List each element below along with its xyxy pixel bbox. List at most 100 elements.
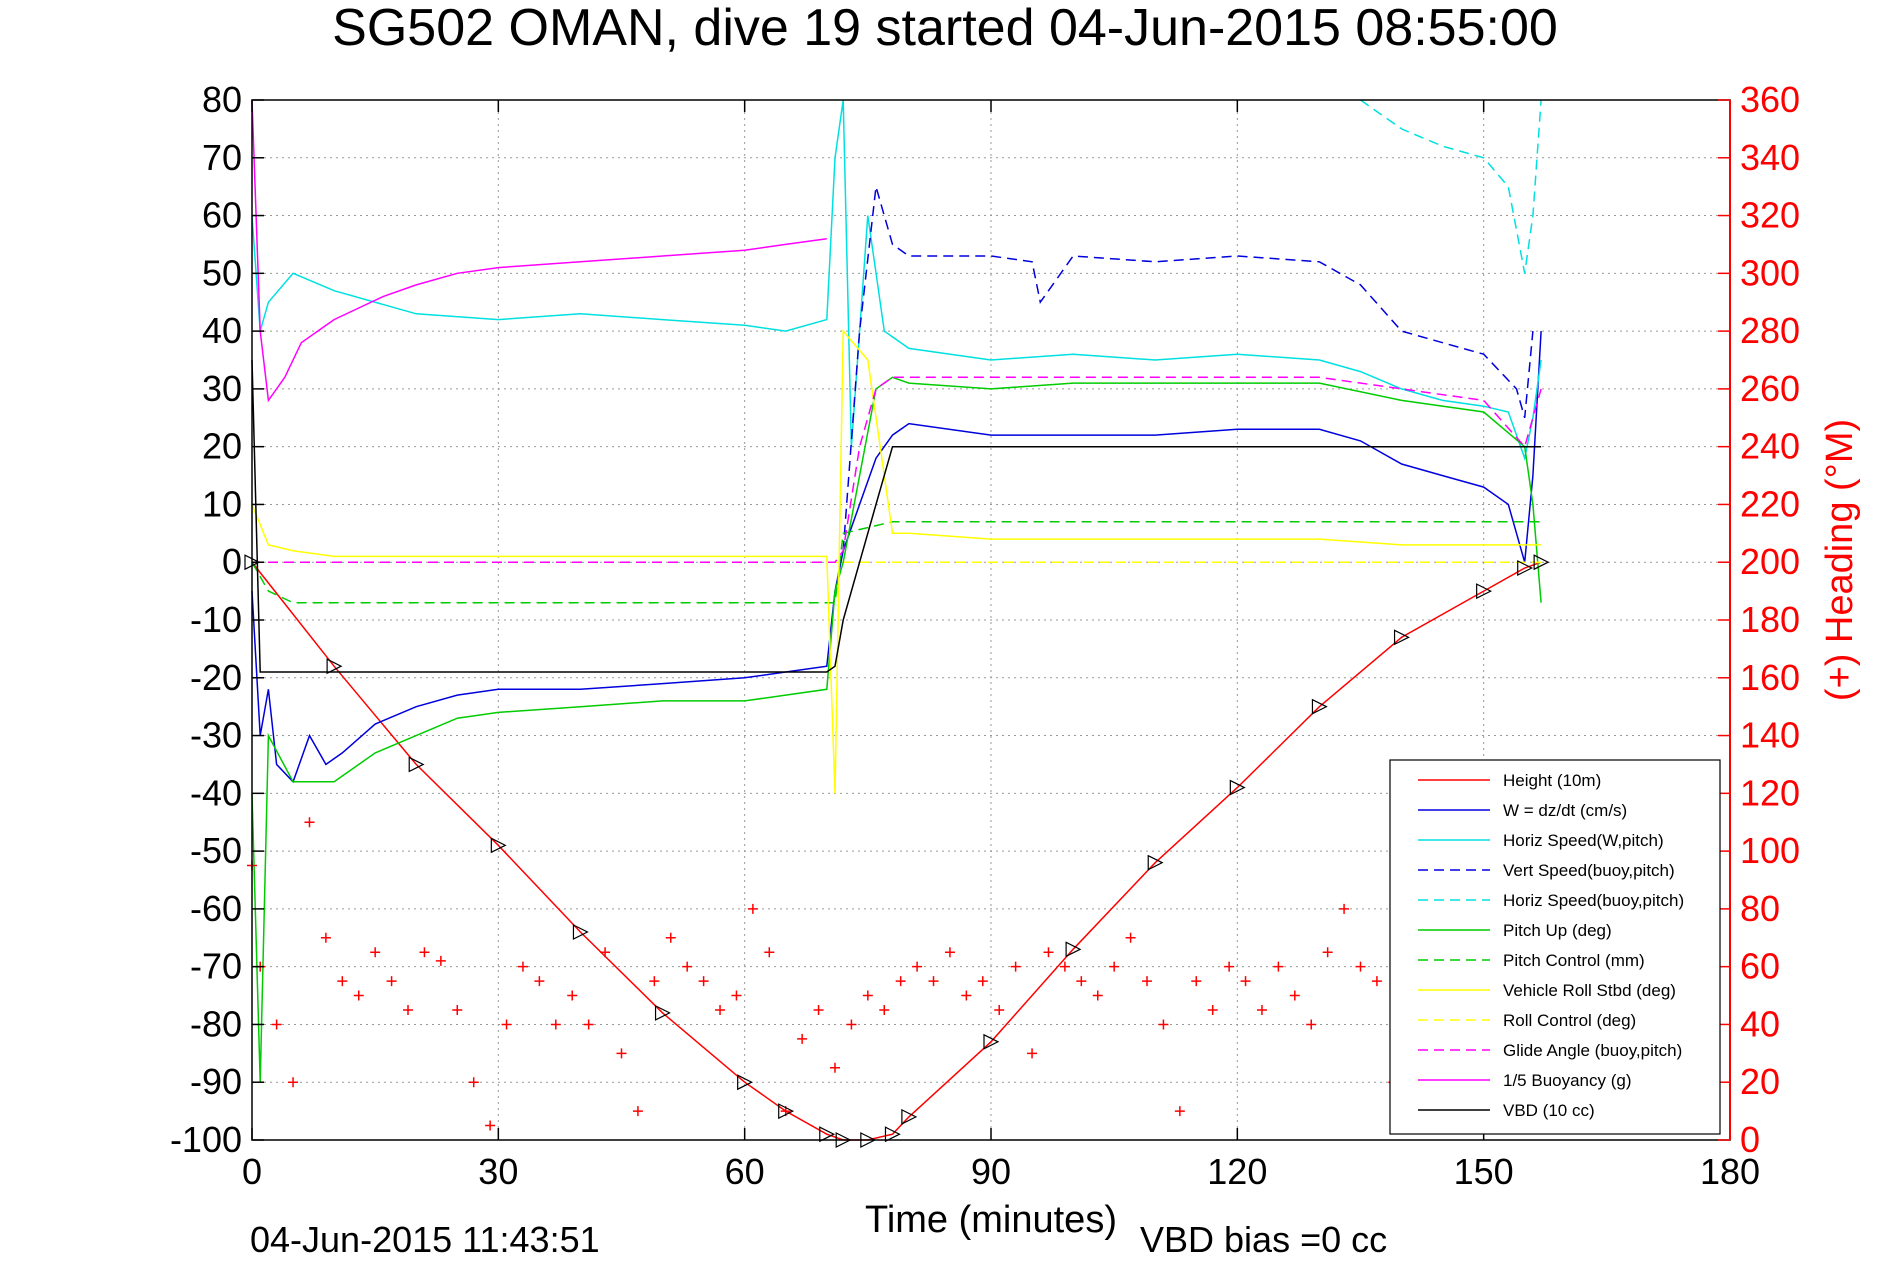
y2-tick-label: 40 (1740, 1003, 1780, 1044)
series-line-7 (251, 329, 1542, 794)
heading-marker (452, 1005, 463, 1015)
heading-marker (1355, 961, 1366, 972)
y-tick-label: -90 (190, 1061, 242, 1102)
heading-marker (320, 932, 331, 943)
y2-tick-label: 200 (1740, 541, 1800, 582)
heading-marker (698, 976, 709, 987)
heading-marker (1191, 976, 1202, 987)
height-marker (983, 1033, 1000, 1050)
height-marker (572, 924, 589, 940)
heading-marker (386, 976, 397, 987)
y-tick-label: -20 (190, 657, 242, 698)
y2-tick-label: 220 (1740, 483, 1800, 524)
heading-marker (846, 1019, 857, 1030)
heading-marker (1125, 932, 1136, 943)
y2-tick-label: 260 (1740, 368, 1800, 409)
heading-marker (977, 976, 988, 987)
height-marker (490, 837, 507, 854)
x-tick-label: 60 (725, 1151, 765, 1192)
y2-tick-label: 140 (1740, 715, 1800, 756)
x-tick-label: 120 (1207, 1151, 1267, 1192)
heading-marker (1109, 961, 1120, 972)
legend-entry-label: Glide Angle (buoy,pitch) (1503, 1041, 1682, 1060)
heading-marker (813, 1005, 824, 1015)
heading-marker (879, 1005, 890, 1015)
chart-title: SG502 OMAN, dive 19 started 04-Jun-2015 … (332, 0, 1558, 57)
heading-marker (829, 1062, 840, 1073)
legend-entry-label: Pitch Up (deg) (1503, 921, 1612, 940)
heading-marker (583, 1019, 594, 1030)
series-line-4 (1360, 99, 1542, 274)
y-tick-label: -80 (190, 1003, 242, 1044)
heading-marker (1207, 1005, 1218, 1015)
heading-marker (534, 976, 545, 987)
y2-tick-label: 240 (1740, 426, 1800, 467)
heading-marker (682, 961, 693, 972)
y2-tick-label: 120 (1740, 772, 1800, 813)
heading-marker (1142, 976, 1153, 987)
y2-tick-label: 60 (1740, 946, 1780, 987)
heading-marker (862, 990, 873, 1001)
y-tick-label: -70 (190, 946, 242, 987)
height-marker (1229, 779, 1246, 796)
legend-entry-label: Height (10m) (1503, 771, 1601, 790)
height-marker (1147, 854, 1164, 871)
y-tick-label: 10 (202, 483, 242, 524)
height-marker (1065, 941, 1082, 958)
heading-marker (435, 955, 446, 966)
heading-marker (1306, 1019, 1317, 1030)
heading-marker (1273, 961, 1284, 972)
height-marker (819, 1126, 836, 1143)
heading-marker (1092, 990, 1103, 1001)
heading-marker (895, 976, 906, 987)
heading-marker (271, 1019, 282, 1030)
legend-entry-label: Horiz Speed(buoy,pitch) (1503, 891, 1684, 910)
footer-timestamp: 04-Jun-2015 11:43:51 (250, 1219, 600, 1260)
series-line-6 (251, 521, 1542, 604)
y2-tick-label: 280 (1740, 310, 1800, 351)
legend-entry-label: Roll Control (deg) (1503, 1011, 1636, 1030)
height-marker (1393, 629, 1410, 646)
y2-tick-label: 320 (1740, 195, 1800, 236)
heading-marker (994, 1005, 1005, 1015)
heading-marker (517, 961, 528, 972)
heading-marker (649, 976, 660, 987)
height-marker (1517, 560, 1534, 576)
y-tick-label: -50 (190, 830, 242, 871)
series-line-0 (251, 561, 1542, 1141)
height-marker (654, 1004, 671, 1021)
heading-marker (665, 932, 676, 943)
legend-entry-label: Pitch Control (mm) (1503, 951, 1645, 970)
y-tick-label: 40 (202, 310, 242, 351)
x-tick-label: 90 (971, 1151, 1011, 1192)
heading-marker (1059, 961, 1070, 972)
heading-marker (1027, 1048, 1038, 1059)
heading-marker (944, 947, 955, 958)
heading-marker (403, 1005, 414, 1015)
heading-marker (337, 976, 348, 987)
heading-marker (1289, 990, 1300, 1001)
y2-tick-label: 360 (1740, 79, 1800, 120)
heading-marker (370, 947, 381, 958)
legend-entry-label: Vert Speed(buoy,pitch) (1503, 861, 1675, 880)
heading-marker (715, 1005, 726, 1015)
y-tick-label: 70 (202, 137, 242, 178)
heading-marker (288, 1077, 299, 1088)
y2-tick-label: 20 (1740, 1061, 1780, 1102)
heading-marker (1322, 947, 1333, 958)
height-marker (737, 1074, 754, 1091)
y-tick-label: 0 (222, 541, 242, 582)
series-line-10 (251, 99, 827, 403)
heading-marker (797, 1033, 808, 1044)
height-marker (884, 1126, 901, 1143)
heading-marker (550, 1019, 561, 1030)
heading-marker (747, 903, 758, 914)
heading-marker (1158, 1019, 1169, 1030)
heading-marker (1240, 976, 1251, 987)
legend-entry-label: Vehicle Roll Stbd (deg) (1503, 981, 1676, 1000)
height-marker (901, 1108, 918, 1125)
heading-marker (304, 817, 315, 828)
legend: Height (10m) W = dz/dt (cm/s) Horiz Speed(… (1389, 759, 1721, 1135)
y2-tick-label: 100 (1740, 830, 1800, 871)
